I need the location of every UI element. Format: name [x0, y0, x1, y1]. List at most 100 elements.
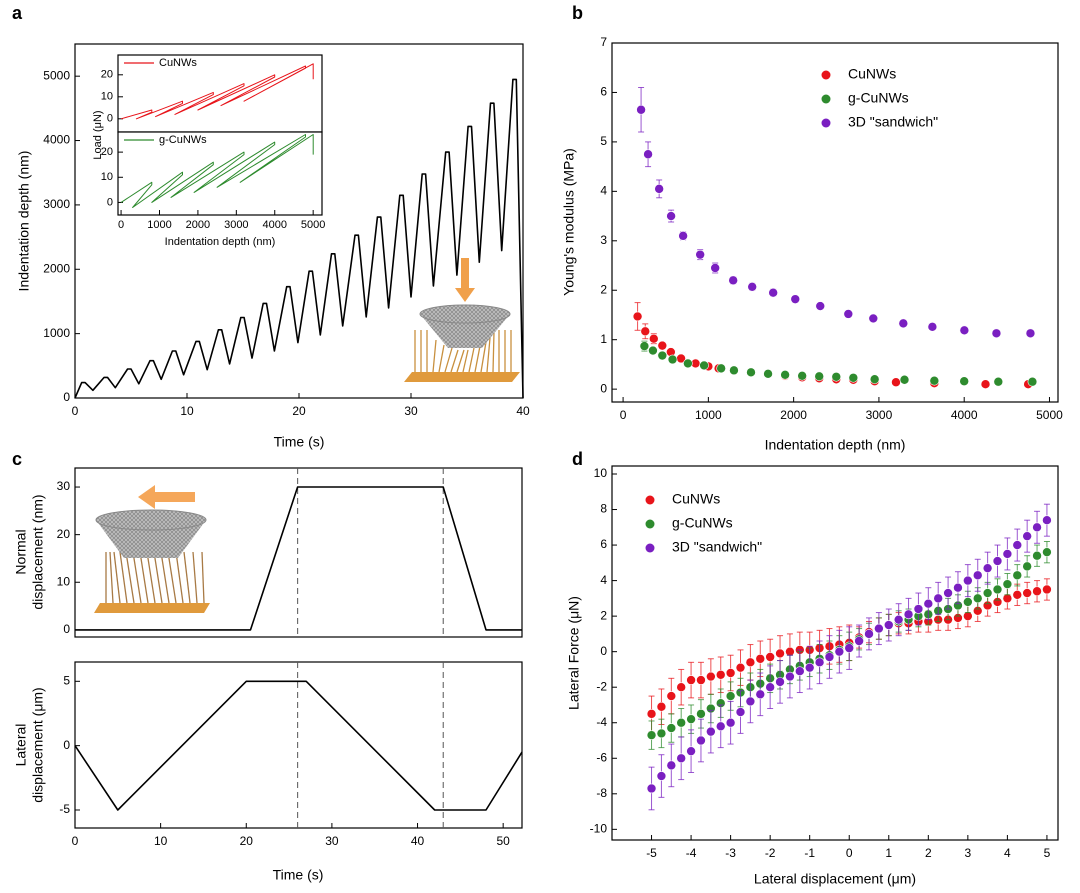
data-point: [676, 682, 686, 693]
x-tick-label: 1000: [695, 408, 722, 422]
legend-marker: [821, 118, 831, 128]
y-axis-label: Lateral Force (μN): [566, 596, 582, 710]
legend-marker: [821, 70, 831, 80]
data-point: [923, 598, 934, 609]
data-point: [927, 322, 938, 332]
x-tick-label: 0: [72, 834, 79, 848]
data-point: [963, 575, 973, 586]
data-point: [780, 370, 790, 380]
y-axis-label: displacement (μm): [30, 687, 46, 802]
data-point: [768, 287, 778, 298]
legend-label: g-CuNWs: [848, 90, 909, 106]
data-point: [943, 588, 953, 598]
data-point: [848, 372, 859, 383]
data-point: [710, 263, 720, 273]
data-point: [745, 657, 756, 668]
y-tick-label: -6: [596, 750, 607, 764]
data-point: [763, 369, 773, 379]
legend-label: CuNWs: [848, 66, 896, 82]
data-point: [959, 376, 969, 387]
data-point: [992, 556, 1003, 566]
x-axis-label: Time (s): [273, 867, 324, 883]
data-line: [120, 63, 314, 120]
data-point: [735, 662, 746, 673]
data-point: [678, 231, 688, 241]
legend-label: 3D "sandwich": [672, 539, 762, 555]
data-point: [656, 701, 667, 712]
y-tick-label: 7: [600, 35, 607, 49]
data-point: [893, 614, 904, 625]
data-point: [775, 677, 785, 687]
data-point: [864, 629, 874, 639]
y-tick-label: 0: [63, 738, 70, 752]
data-point: [1032, 522, 1042, 533]
x-tick-label: 0: [72, 404, 79, 418]
indenter-illustration: [404, 258, 520, 382]
data-point: [657, 340, 668, 351]
data-point: [643, 149, 653, 160]
data-point: [696, 709, 706, 719]
x-tick-label: -5: [646, 846, 657, 860]
data-point: [1042, 584, 1052, 595]
data-point: [972, 570, 983, 581]
y-tick-label: 1000: [43, 326, 70, 340]
legend-label: CuNWs: [159, 57, 197, 69]
legend-label: g-CuNWs: [159, 134, 207, 146]
data-point: [747, 281, 757, 292]
data-point: [804, 662, 815, 673]
data-point: [775, 648, 785, 659]
x-tick-label: 2000: [186, 219, 210, 231]
x-tick-label: 2000: [780, 408, 807, 422]
data-point: [666, 760, 677, 771]
data-point: [695, 249, 705, 260]
data-point: [716, 363, 726, 374]
data-point: [899, 374, 910, 385]
y-tick-label: 2000: [43, 261, 70, 275]
data-point: [728, 275, 738, 286]
data-point: [667, 354, 678, 365]
legend-label: g-CuNWs: [672, 515, 733, 531]
data-point: [831, 371, 842, 382]
legend-label: 3D "sandwich": [848, 114, 938, 130]
y-axis-label: Indentation depth (nm): [16, 151, 32, 292]
y-tick-label: 20: [101, 146, 113, 158]
data-point: [676, 717, 686, 728]
data-point: [834, 646, 845, 657]
data-point: [725, 717, 736, 728]
data-point: [933, 593, 943, 604]
y-tick-label: 3000: [43, 197, 70, 211]
panel-label: b: [572, 3, 583, 23]
x-axis-label: Lateral displacement (μm): [754, 871, 916, 887]
y-tick-label: 4: [600, 573, 607, 587]
data-point: [696, 675, 706, 685]
data-point: [1012, 570, 1023, 581]
x-tick-label: -4: [686, 846, 697, 860]
panel: -5 -4 -3 -2 -1 0 1 2 3 4 5-10-8-6-4-20246810Latera…: [566, 449, 1059, 887]
plot-frame: [611, 465, 1059, 841]
y-tick-label: 0: [107, 113, 113, 125]
data-point: [1012, 540, 1023, 550]
data-point: [903, 609, 914, 620]
x-tick-label: 3: [965, 846, 972, 860]
x-tick-label: 40: [516, 404, 530, 418]
data-point: [953, 582, 963, 593]
y-tick-label: 2: [600, 608, 607, 622]
plot-frame: [117, 131, 323, 216]
panel-label: a: [12, 3, 23, 23]
data-point: [646, 730, 657, 740]
y-tick-label: -10: [590, 822, 608, 836]
x-tick-label: 0: [846, 846, 853, 860]
data-point: [735, 707, 746, 717]
data-point: [898, 318, 909, 329]
data-point: [639, 341, 650, 351]
data-point: [1032, 550, 1042, 561]
data-point: [1002, 579, 1013, 589]
data-point: [815, 301, 826, 311]
x-tick-label: -1: [804, 846, 815, 860]
data-point: [824, 652, 835, 662]
y-axis-label: Young's modulus (MPa): [561, 148, 577, 296]
x-tick-label: 20: [240, 834, 254, 848]
x-axis-label: Indentation depth (nm): [165, 236, 276, 248]
y-tick-label: 1: [600, 332, 607, 346]
